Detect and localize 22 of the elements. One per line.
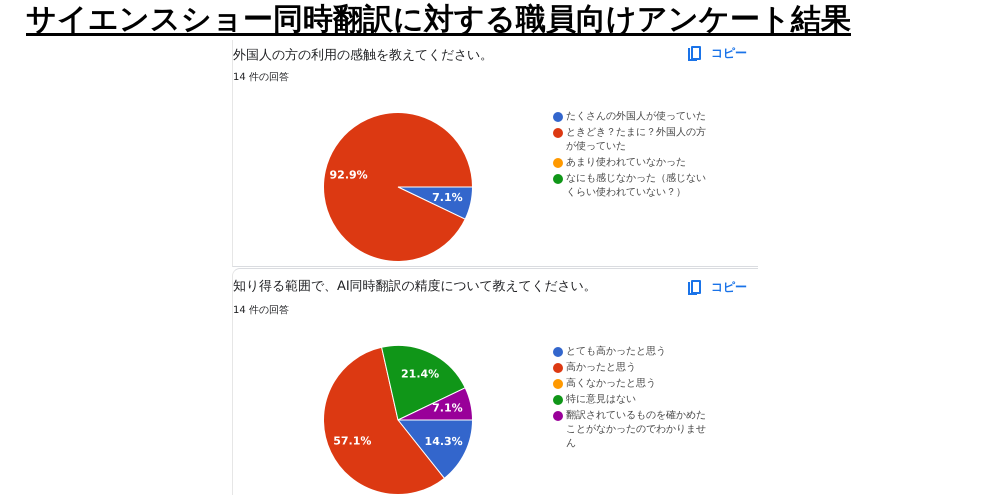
data-label: 57.1%: [333, 434, 372, 448]
legend-label: 特に意見はない: [566, 393, 637, 407]
legend-label: 高くなかったと思う: [566, 377, 657, 391]
legend-label: ときどき？たまに？外国人の方が使っていた: [566, 126, 707, 154]
legend-label: たくさんの外国人が使っていた: [566, 110, 707, 124]
data-label: 7.1%: [432, 191, 463, 204]
chart-subtitle: 14 件の回答: [233, 305, 289, 317]
data-label: 21.4%: [401, 367, 440, 380]
legend-label: なにも感じなかった（感じないくらい使われていない？）: [566, 172, 707, 200]
legend-label: 翻訳されているものを確かめたことがなかったのでわかりません: [566, 409, 707, 451]
text: コピー: [711, 279, 747, 296]
text: サイエンスショー同時翻訳に対する職員向けアンケート結果: [26, 1, 851, 39]
chart-title: 知り得る範囲で、AI同時翻訳の精度について教えてください。: [233, 279, 597, 295]
legend-label: あまり使われていなかった: [566, 156, 687, 170]
chart-subtitle: 14 件の回答: [233, 72, 289, 84]
legend-label: とても高かったと思う: [566, 345, 667, 359]
data-label: 14.3%: [424, 434, 463, 448]
data-label: 7.1%: [432, 402, 463, 415]
legend-label: 高かったと思う: [566, 361, 637, 375]
chart-title: 外国人の方の利用の感触を教えてください。: [233, 48, 493, 64]
text: コピー: [711, 45, 747, 62]
data-label: 92.9%: [330, 168, 368, 182]
